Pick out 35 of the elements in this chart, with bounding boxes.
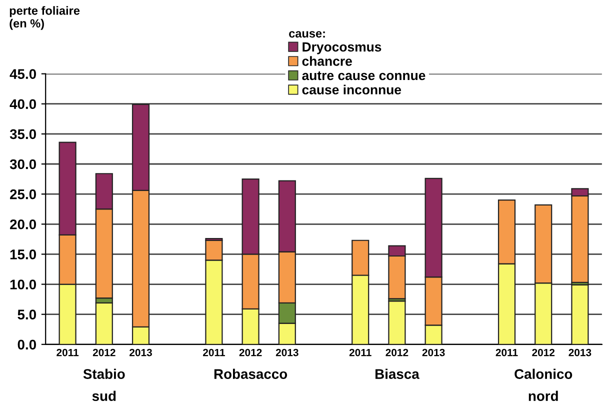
bar <box>388 300 406 344</box>
x-tick-label: 2012 <box>92 348 116 356</box>
x-tick-label: 2011 <box>203 348 225 356</box>
x-tick-label: 2013 <box>422 348 445 356</box>
y-tick-label: 5.0 <box>18 310 36 320</box>
text: Robasacco <box>214 368 288 379</box>
bar <box>571 284 589 344</box>
y-tick-label: 20.0 <box>10 219 36 230</box>
y-tick-label: 30.0 <box>10 159 36 170</box>
legend-title: cause: <box>289 31 325 38</box>
y-tick-label: 0.0 <box>18 340 36 350</box>
y-tick-label: 40.0 <box>10 99 36 110</box>
legend-label: cause inconnue <box>302 84 402 94</box>
text: Biasca <box>375 368 420 379</box>
x-tick-label: 2013 <box>276 348 298 356</box>
y-tick-label: 15.0 <box>10 250 36 260</box>
text: Stabio sud <box>83 368 125 401</box>
x-tick-label: 2012 <box>532 348 555 356</box>
x-tick-label: 2013 <box>568 348 592 356</box>
y-tick-label: 45.0 <box>10 69 36 79</box>
legend-label: chancre <box>302 56 352 66</box>
y-axis-title: perte foliaire (en %) <box>10 6 80 30</box>
y-tick-label: 25.0 <box>10 189 36 200</box>
y-tick-label: 35.0 <box>10 129 36 140</box>
legend-label: autre cause connue <box>302 71 426 80</box>
text: Calonico nord <box>514 368 572 401</box>
legend-label: Dryocosmus <box>302 42 382 54</box>
x-tick-label: 2011 <box>349 348 372 356</box>
x-tick-label: 2011 <box>56 348 79 356</box>
x-tick-label: 2013 <box>130 348 152 356</box>
bar <box>95 302 113 344</box>
y-tick-label: 10.0 <box>10 280 36 290</box>
x-tick-label: 2012 <box>386 348 408 356</box>
x-tick-label: 2011 <box>496 348 518 356</box>
x-tick-label: 2012 <box>239 348 262 356</box>
